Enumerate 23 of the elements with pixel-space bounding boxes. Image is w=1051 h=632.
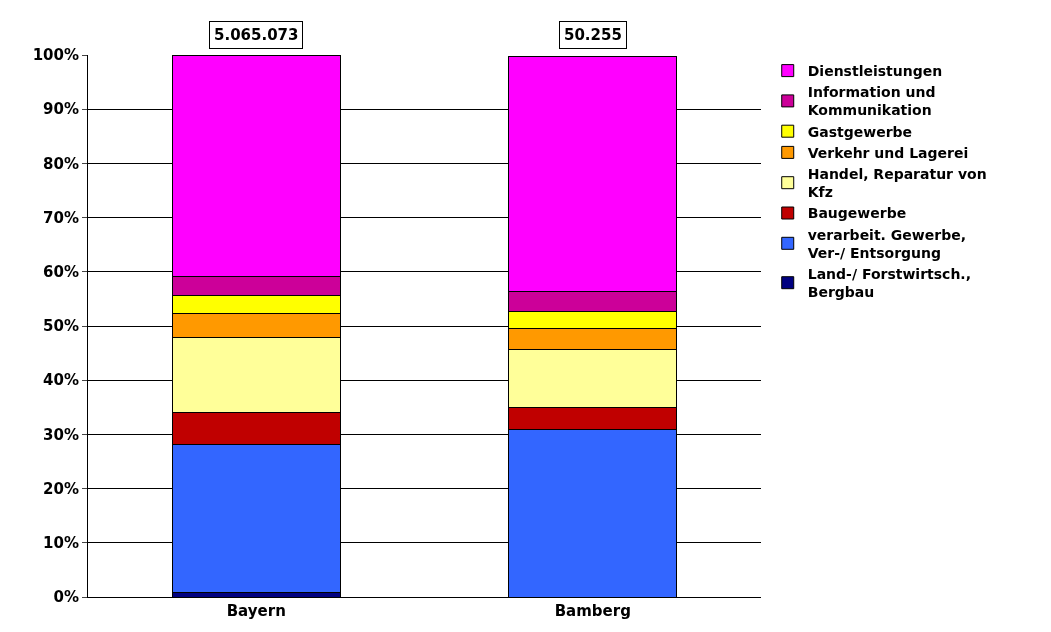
x-tick-label: Bayern [226, 602, 286, 620]
legend-label: Dienstleistungen [807, 63, 943, 80]
legend-label: Gastgewerbe [807, 123, 913, 140]
legend-label: Handel, Reparatur von Kfz [807, 166, 987, 201]
y-tick-label: 30% [43, 425, 79, 444]
legend-label: Information und Kommunikation [807, 84, 936, 119]
x-tick-label: Bamberg [554, 602, 631, 620]
annotation: 50.255 [564, 26, 622, 44]
y-tick-label: 0% [53, 588, 79, 607]
y-tick-label: 100% [32, 46, 79, 65]
legend-label: Baugewerbe [807, 205, 907, 222]
legend-label: verarbeit. Gewerbe, Ver-/ Entsorgung [807, 226, 966, 261]
y-tick-label: 70% [43, 208, 79, 227]
y-tick-label: 10% [43, 534, 79, 553]
y-tick-label: 50% [43, 317, 79, 336]
y-tick-label: 60% [43, 263, 79, 282]
legend-label: Land-/ Forstwirtsch., Bergbau [807, 266, 971, 301]
legend-label: Verkehr und Lagerei [807, 144, 969, 161]
annotation: 5.065.073 [214, 26, 299, 44]
y-tick-label: 40% [43, 371, 79, 390]
y-tick-label: 80% [43, 154, 79, 173]
y-tick-label: 20% [43, 479, 79, 498]
y-tick-label: 90% [43, 100, 79, 119]
